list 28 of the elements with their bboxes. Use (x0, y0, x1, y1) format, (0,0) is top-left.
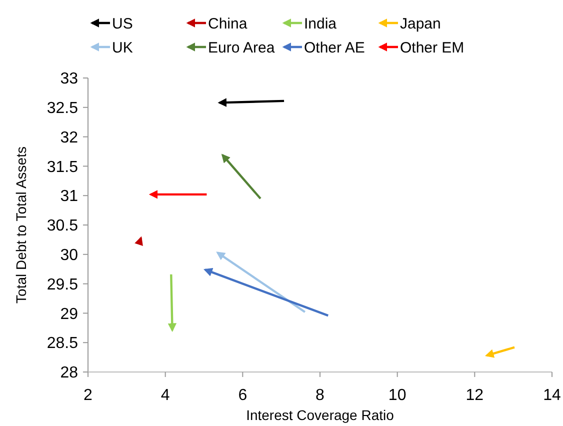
x-tick-label: 14 (543, 387, 561, 404)
y-tick-label: 31.5 (46, 158, 78, 176)
y-tick-label: 33 (60, 70, 78, 88)
x-tick-label: 2 (84, 387, 93, 404)
legend-label: India (304, 15, 338, 32)
x-tick-label: 8 (316, 387, 325, 404)
legend-label: China (208, 15, 248, 32)
y-tick-label: 29 (60, 306, 78, 323)
legend-label: UK (112, 39, 133, 56)
legend-label: Euro Area (208, 39, 276, 56)
y-tick-label: 29.5 (46, 276, 78, 294)
x-tick-label: 4 (160, 387, 170, 404)
y-tick-label: 28.5 (46, 335, 78, 352)
y-tick-label: 32.5 (46, 100, 78, 117)
y-axis-title: Total Debt to Total Assets (13, 146, 29, 304)
legend-label: Other EM (400, 39, 464, 56)
legend-label: Japan (400, 15, 441, 32)
y-tick-label: 31 (60, 188, 78, 206)
x-tick-label: 12 (466, 387, 484, 404)
legend-label: US (112, 15, 133, 32)
legend-label: Other AE (304, 39, 365, 56)
y-tick-label: 28 (60, 364, 78, 382)
x-tick-label: 10 (388, 387, 406, 404)
x-axis-title: Interest Coverage Ratio (246, 407, 394, 423)
y-tick-label: 30 (60, 247, 78, 264)
y-tick-label: 30.5 (46, 218, 78, 235)
x-tick-label: 6 (238, 387, 248, 404)
y-tick-label: 32 (60, 129, 78, 146)
